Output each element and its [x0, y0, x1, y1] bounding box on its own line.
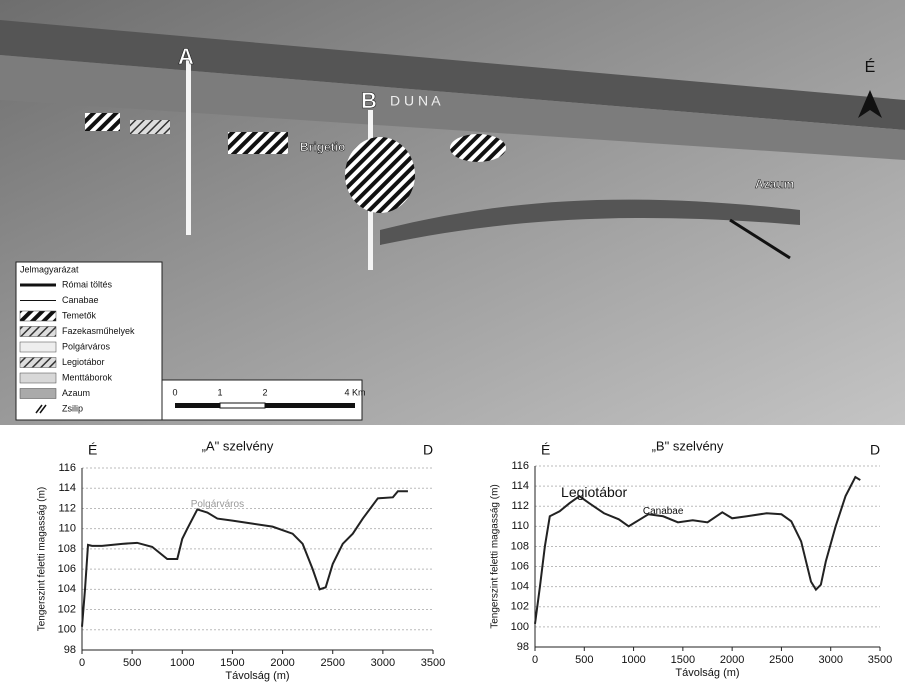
x-tick-label: 3500 — [421, 657, 445, 669]
y-tick-label: 112 — [58, 502, 76, 514]
x-tick-label: 2500 — [320, 657, 344, 669]
x-tick-label: 0 — [532, 654, 538, 666]
north-label: É — [865, 57, 876, 76]
legend-swatch — [20, 373, 56, 383]
corner-label: D — [870, 442, 880, 458]
section-label: A — [178, 44, 194, 69]
place-label: Azaum — [755, 177, 794, 191]
scale-label: 0 — [172, 387, 177, 397]
scale-bar: 0 1 2 4 Km — [162, 380, 366, 420]
legion-camp — [345, 137, 415, 213]
scale-label: 1 — [217, 387, 222, 397]
x-tick-label: 500 — [123, 657, 141, 669]
y-tick-label: 104 — [511, 581, 529, 593]
x-tick-label: 2000 — [720, 654, 744, 666]
section-label: B — [361, 88, 377, 113]
x-axis-label: Távolság (m) — [225, 670, 289, 682]
scale-label: 2 — [262, 387, 267, 397]
annotation: Legiotábor — [561, 484, 628, 500]
legend-label: Canabae — [62, 295, 99, 305]
y-axis-label: Tengerszint feletti magasság (m) — [37, 487, 48, 632]
legend-label: Polgárváros — [62, 341, 111, 351]
scale-seg — [265, 403, 355, 408]
page: A B D U N A É Brigetio Azaum Jelmagyaráz… — [0, 0, 905, 696]
corner-label: É — [88, 442, 97, 458]
x-tick-label: 1000 — [621, 654, 645, 666]
legend-title: Jelmagyarázat — [20, 264, 79, 274]
x-axis-label: Távolság (m) — [675, 667, 739, 679]
y-tick-label: 116 — [58, 462, 76, 474]
x-tick-label: 0 — [79, 657, 85, 669]
y-tick-label: 104 — [58, 583, 76, 595]
legend-label: Menttáborok — [62, 372, 113, 382]
y-tick-label: 114 — [58, 482, 76, 494]
workshop — [130, 120, 170, 134]
legend-label: Temetők — [62, 310, 97, 320]
scale-box — [162, 380, 362, 420]
y-tick-label: 116 — [511, 460, 529, 472]
x-tick-label: 1000 — [170, 657, 194, 669]
x-tick-label: 1500 — [220, 657, 244, 669]
y-tick-label: 102 — [58, 603, 76, 615]
y-tick-label: 110 — [511, 520, 529, 532]
annotation: Polgárváros — [191, 499, 244, 510]
legend-label: Zsilip — [62, 403, 83, 413]
x-tick-label: 3000 — [371, 657, 395, 669]
legend-label: Azaum — [62, 388, 90, 398]
legend-swatch — [20, 342, 56, 352]
legend-swatch — [20, 389, 56, 399]
legend-swatch — [20, 327, 56, 337]
y-axis-label: Tengerszint feletti magasság (m) — [490, 484, 501, 629]
y-tick-label: 106 — [511, 560, 529, 572]
y-tick-label: 110 — [58, 523, 76, 535]
scale-seg — [175, 403, 220, 408]
y-tick-label: 114 — [511, 480, 529, 492]
y-tick-label: 108 — [58, 543, 76, 555]
chart-title: „B" szelvény — [652, 438, 724, 453]
annotation: Canabae — [643, 506, 684, 517]
x-tick-label: 2000 — [270, 657, 294, 669]
legend-label: Római töltés — [62, 279, 113, 289]
corner-label: É — [541, 442, 550, 458]
y-tick-label: 106 — [58, 563, 76, 575]
chart-title: „A" szelvény — [202, 438, 274, 453]
corner-label: D — [423, 442, 433, 458]
x-tick-label: 3500 — [868, 654, 892, 666]
x-tick-label: 2500 — [769, 654, 793, 666]
x-tick-label: 1500 — [671, 654, 695, 666]
y-tick-label: 98 — [517, 641, 529, 653]
y-tick-label: 112 — [511, 500, 529, 512]
section-line — [186, 60, 191, 235]
y-tick-label: 98 — [64, 644, 76, 656]
y-tick-label: 100 — [58, 624, 76, 636]
y-tick-label: 102 — [511, 601, 529, 613]
map: A B D U N A É Brigetio Azaum Jelmagyaráz… — [0, 0, 905, 425]
legend-swatch — [20, 358, 56, 368]
legend-label: Fazekasműhelyek — [62, 326, 135, 336]
cemetery — [228, 132, 288, 154]
y-tick-label: 108 — [511, 540, 529, 552]
y-tick-label: 100 — [511, 621, 529, 633]
x-tick-label: 3000 — [818, 654, 842, 666]
river-label: D U N A — [390, 93, 441, 109]
place-label: Brigetio — [300, 140, 345, 154]
legend-label: Legiotábor — [62, 357, 105, 367]
profile-line — [82, 491, 408, 626]
legend: Jelmagyarázat Római töltés Canabae Temetők… — [16, 262, 162, 420]
cemetery — [85, 113, 120, 131]
scale-seg — [220, 403, 265, 408]
scale-label: 4 Km — [344, 387, 365, 397]
legend-swatch — [20, 311, 56, 321]
cemetery — [450, 134, 506, 162]
x-tick-label: 500 — [575, 654, 593, 666]
